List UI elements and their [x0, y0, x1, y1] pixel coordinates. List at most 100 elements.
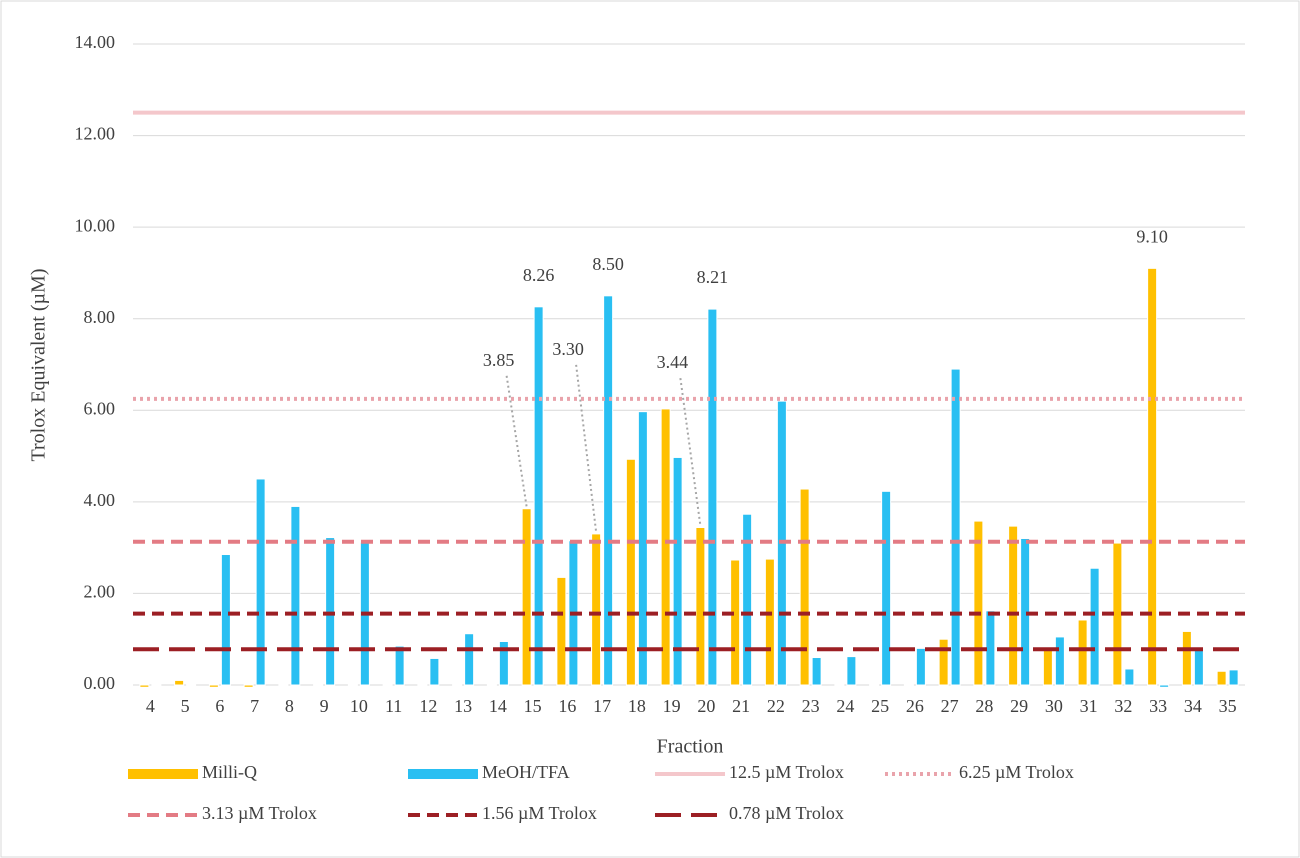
bar [938, 638, 949, 686]
x-tick-label: 32 [1114, 696, 1132, 716]
x-tick-label: 22 [767, 696, 785, 716]
x-tick-label: 21 [732, 696, 750, 716]
bar [903, 684, 914, 686]
y-axis-title: Trolox Equivalent (µM) [28, 269, 50, 462]
bar [1077, 619, 1088, 686]
bar [1228, 669, 1239, 686]
bar [695, 526, 706, 686]
x-tick-label: 27 [941, 696, 959, 716]
y-tick-label: 14.00 [75, 32, 116, 52]
bar [869, 684, 880, 686]
bar [834, 684, 845, 686]
x-tick-label: 8 [285, 696, 294, 716]
bar [591, 533, 602, 686]
bar [764, 558, 775, 686]
bar [486, 684, 497, 686]
bar [973, 520, 984, 686]
bar [660, 408, 671, 686]
y-tick-label: 6.00 [84, 398, 116, 418]
bar [846, 656, 857, 686]
bar [139, 684, 150, 688]
bar [707, 308, 718, 686]
x-tick-label: 31 [1080, 696, 1098, 716]
legend-label: 1.56 µM Trolox [482, 803, 597, 823]
x-tick-label: 25 [871, 696, 889, 716]
bar [799, 488, 810, 686]
bar [1147, 267, 1158, 686]
bar [151, 684, 162, 686]
bar [1054, 636, 1065, 686]
leader-line [575, 364, 598, 533]
legend-label: 0.78 µM Trolox [729, 803, 844, 823]
bar [603, 295, 614, 686]
x-tick-label: 6 [215, 696, 224, 716]
bar [1159, 684, 1170, 688]
bar [243, 684, 254, 688]
legend-label: 6.25 µM Trolox [959, 762, 1074, 782]
x-tick-label: 4 [146, 696, 155, 716]
bar [186, 684, 197, 686]
bar [313, 684, 324, 686]
x-tick-label: 14 [489, 696, 507, 716]
bar [464, 633, 475, 686]
legend-swatch [408, 769, 478, 779]
bar [742, 513, 753, 686]
bar [1193, 647, 1204, 686]
x-tick-label: 10 [350, 696, 368, 716]
x-tick-label: 17 [593, 696, 611, 716]
legend-label: 3.13 µM Trolox [202, 803, 317, 823]
x-tick-label: 33 [1149, 696, 1167, 716]
x-tick-label: 19 [663, 696, 681, 716]
y-tick-label: 8.00 [84, 307, 116, 327]
x-tick-label: 26 [906, 696, 924, 716]
bar [881, 490, 892, 686]
y-tick-label: 10.00 [75, 215, 116, 235]
bar [637, 411, 648, 686]
data-label: 8.21 [697, 267, 729, 287]
bar [290, 505, 301, 686]
data-label: 3.44 [657, 352, 689, 372]
bar [1042, 647, 1053, 686]
y-tick-label: 2.00 [84, 582, 116, 602]
x-tick-label: 13 [454, 696, 472, 716]
bar [556, 576, 567, 686]
bar [533, 306, 544, 686]
bar [811, 657, 822, 686]
bar [174, 679, 185, 686]
x-tick-label: 11 [385, 696, 402, 716]
x-tick-label: 5 [181, 696, 190, 716]
x-tick-label: 28 [975, 696, 993, 716]
bar [985, 610, 996, 686]
x-tick-label: 34 [1184, 696, 1202, 716]
bar [625, 458, 636, 686]
leader-line [505, 375, 528, 507]
bar [1112, 542, 1123, 686]
y-tick-label: 12.00 [75, 124, 116, 144]
data-label: 3.85 [483, 350, 515, 370]
x-tick-label: 24 [836, 696, 854, 716]
bar [417, 684, 428, 686]
bar [672, 456, 683, 686]
bar [1089, 567, 1100, 686]
data-label: 8.50 [592, 254, 624, 274]
x-tick-label: 20 [697, 696, 715, 716]
bar [429, 657, 440, 686]
y-tick-label: 4.00 [84, 490, 116, 510]
x-tick-label: 30 [1045, 696, 1063, 716]
x-tick-label: 7 [250, 696, 259, 716]
bar [1216, 670, 1227, 686]
x-tick-label: 18 [628, 696, 646, 716]
x-tick-label: 15 [524, 696, 542, 716]
x-tick-label: 35 [1219, 696, 1237, 716]
legend-label: Milli-Q [202, 762, 257, 782]
bar [394, 645, 405, 686]
x-tick-label: 9 [320, 696, 329, 716]
bar [347, 684, 358, 686]
y-tick-label: 0.00 [84, 673, 116, 693]
bar [382, 684, 393, 686]
data-label: 9.10 [1136, 226, 1168, 246]
x-tick-label: 29 [1010, 696, 1028, 716]
